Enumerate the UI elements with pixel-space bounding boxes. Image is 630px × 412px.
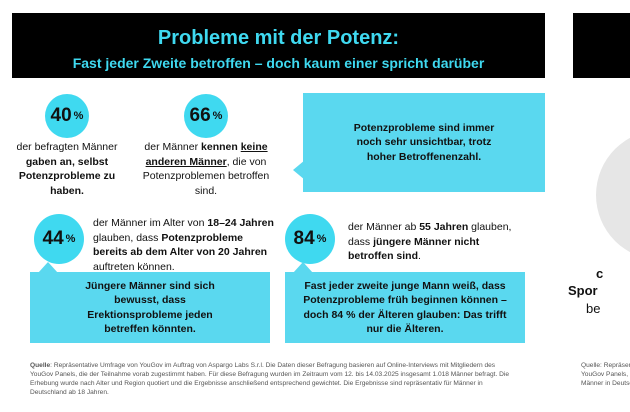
title: Probleme mit der Potenz:: [157, 27, 400, 49]
callout: Fast jeder zweite junge Mann weiß, dass …: [285, 272, 525, 343]
text-bold: kennen: [201, 141, 241, 153]
stat-circle: 44%: [34, 214, 84, 264]
callout-text: Potenzprobleme sind immer noch sehr unsi…: [353, 121, 495, 163]
stat-unit: %: [65, 233, 76, 245]
text-bold: gaben an, selbst Potenzprobleme zu haben…: [18, 155, 116, 197]
next-circle: [596, 130, 630, 260]
callout-text: Jüngere Männer sind sich bewusst, dass E…: [85, 279, 215, 336]
stat-circle: 40%: [45, 94, 89, 138]
stat-circle: 66%: [184, 94, 228, 138]
text: , die von Potenzproblemen betroffen sind…: [142, 155, 270, 197]
source-label: Quelle: [30, 362, 51, 369]
text-bold: 18–24 Jahren: [207, 217, 274, 229]
callout-arrow: [293, 160, 305, 180]
source-line: Männer in Deutsch: [581, 380, 630, 387]
next-text: Spor: [568, 283, 598, 298]
source: Quelle: Repräsentative Umfrage von YouGo…: [30, 361, 520, 397]
next-text: c: [596, 266, 604, 281]
header: Probleme mit der Potenz: Fast jeder Zwei…: [12, 13, 545, 78]
stat-unit: %: [316, 233, 327, 245]
text: der Männer ab: [348, 221, 420, 233]
subtitle: Fast jeder Zweite betroffen – doch kaum …: [72, 55, 485, 71]
text: auftreten können.: [93, 260, 175, 273]
stat-text: der Männer ab 55 Jahren glauben, dass jü…: [348, 220, 518, 264]
text: glauben, dass: [93, 231, 162, 244]
stat-value: 40: [50, 105, 72, 126]
text-bold: Potenzprobleme bereits ab dem Alter von …: [93, 231, 268, 259]
callout: Potenzprobleme sind immer noch sehr unsi…: [303, 93, 545, 192]
text: glauben, dass: [348, 221, 512, 248]
callout-arrow: [293, 262, 313, 273]
callout-arrow: [38, 262, 58, 273]
next-header: [573, 13, 630, 78]
stat-value: 84: [293, 228, 315, 249]
stat-value: 44: [42, 228, 64, 249]
source-line: Quelle: Repräsent: [581, 362, 630, 369]
text: der befragten Männer: [16, 141, 118, 153]
text: der Männer im Alter von: [93, 217, 208, 229]
next-text: be: [586, 301, 601, 316]
next-source: Quelle: Repräsent YouGov Panels, Männer in…: [581, 361, 630, 388]
text: .: [418, 250, 421, 262]
stat-circle: 84%: [285, 214, 335, 264]
stat-text: der befragten Männer gaben an, selbst Po…: [12, 140, 122, 198]
text-bold: jüngere Männer nicht betroffen sind: [348, 235, 480, 263]
stat-unit: %: [73, 110, 84, 122]
callout-text: Fast jeder zweite junge Mann weiß, dass …: [303, 279, 507, 336]
stat-unit: %: [212, 110, 223, 122]
text: der Männer: [144, 141, 202, 153]
stat-value: 66: [189, 105, 211, 126]
stat-text: der Männer im Alter von 18–24 Jahren gla…: [93, 216, 278, 274]
source-line: YouGov Panels,: [581, 371, 629, 378]
callout: Jüngere Männer sind sich bewusst, dass E…: [30, 272, 270, 343]
stat-text: der Männer kennen keine anderen Männer, …: [140, 140, 272, 198]
source-text: : Repräsentative Umfrage von YouGov im A…: [30, 362, 510, 396]
text-bold: 55 Jahren: [419, 221, 469, 233]
text-bold: keine anderen Männer: [145, 141, 268, 168]
